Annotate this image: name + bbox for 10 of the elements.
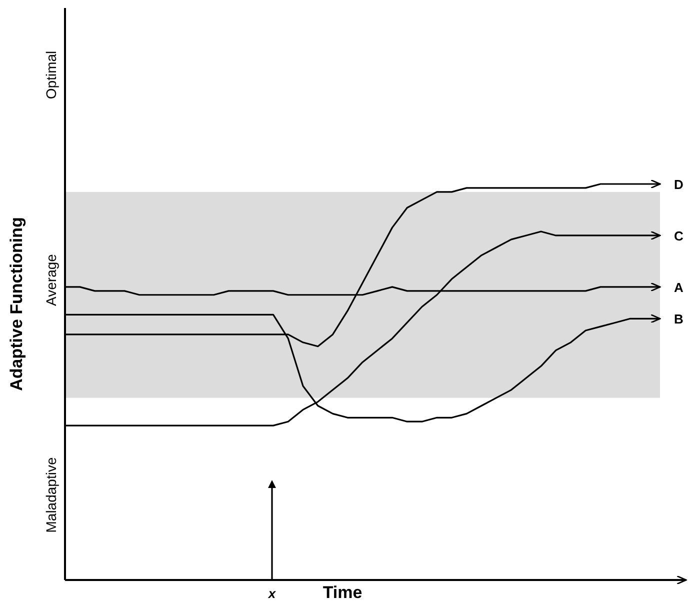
series-label: A [674, 280, 684, 295]
x-axis-title: Time [322, 583, 362, 602]
series-label: C [674, 228, 684, 244]
text: x [267, 586, 276, 601]
y-axis-title: Adaptive Functioning [7, 217, 26, 391]
series-label: B [674, 312, 684, 327]
text: Maladaptive [43, 457, 59, 533]
series-label: D [674, 177, 684, 192]
text: Optimal [43, 50, 59, 100]
text: Average [43, 254, 59, 306]
